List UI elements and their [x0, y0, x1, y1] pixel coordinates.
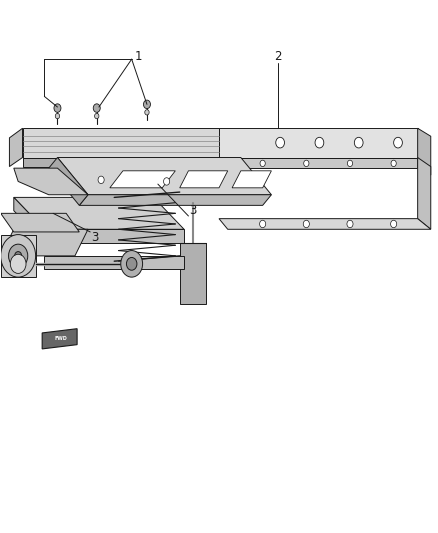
Text: 3: 3	[189, 204, 197, 217]
Circle shape	[315, 138, 324, 148]
Circle shape	[93, 104, 100, 112]
Circle shape	[276, 138, 285, 148]
Text: 3: 3	[91, 231, 98, 244]
Circle shape	[303, 220, 309, 228]
Circle shape	[354, 138, 363, 148]
Circle shape	[95, 114, 99, 119]
Polygon shape	[1, 229, 88, 256]
Polygon shape	[219, 128, 418, 158]
Circle shape	[54, 104, 61, 112]
Polygon shape	[180, 243, 206, 304]
Circle shape	[144, 100, 150, 109]
Circle shape	[347, 160, 353, 166]
Circle shape	[14, 252, 21, 260]
Circle shape	[121, 251, 143, 277]
Circle shape	[9, 244, 28, 268]
Circle shape	[260, 220, 266, 228]
Polygon shape	[42, 329, 77, 349]
Polygon shape	[14, 197, 184, 229]
Polygon shape	[180, 171, 228, 188]
Polygon shape	[44, 256, 184, 269]
Circle shape	[127, 257, 137, 270]
Circle shape	[391, 160, 396, 166]
Polygon shape	[44, 229, 184, 243]
Polygon shape	[418, 128, 431, 175]
Circle shape	[394, 138, 403, 148]
Circle shape	[1, 235, 35, 277]
Polygon shape	[57, 158, 272, 195]
Polygon shape	[22, 158, 219, 166]
Circle shape	[391, 220, 397, 228]
Polygon shape	[418, 158, 431, 229]
Text: 2: 2	[274, 50, 282, 63]
Text: FWD: FWD	[55, 336, 67, 341]
Polygon shape	[49, 158, 88, 205]
Polygon shape	[22, 128, 219, 158]
Polygon shape	[232, 171, 272, 188]
Circle shape	[163, 177, 170, 185]
Circle shape	[145, 110, 149, 115]
Circle shape	[260, 160, 265, 166]
Polygon shape	[1, 235, 35, 277]
Circle shape	[11, 254, 26, 273]
Circle shape	[347, 220, 353, 228]
Circle shape	[55, 114, 60, 119]
Polygon shape	[10, 128, 22, 166]
Polygon shape	[1, 213, 79, 232]
Text: 1: 1	[134, 50, 142, 63]
Polygon shape	[14, 197, 44, 243]
Polygon shape	[110, 171, 175, 188]
Circle shape	[304, 160, 309, 166]
Polygon shape	[219, 158, 418, 168]
Circle shape	[98, 176, 104, 183]
Polygon shape	[219, 219, 431, 229]
Polygon shape	[14, 168, 88, 195]
Polygon shape	[79, 195, 272, 205]
